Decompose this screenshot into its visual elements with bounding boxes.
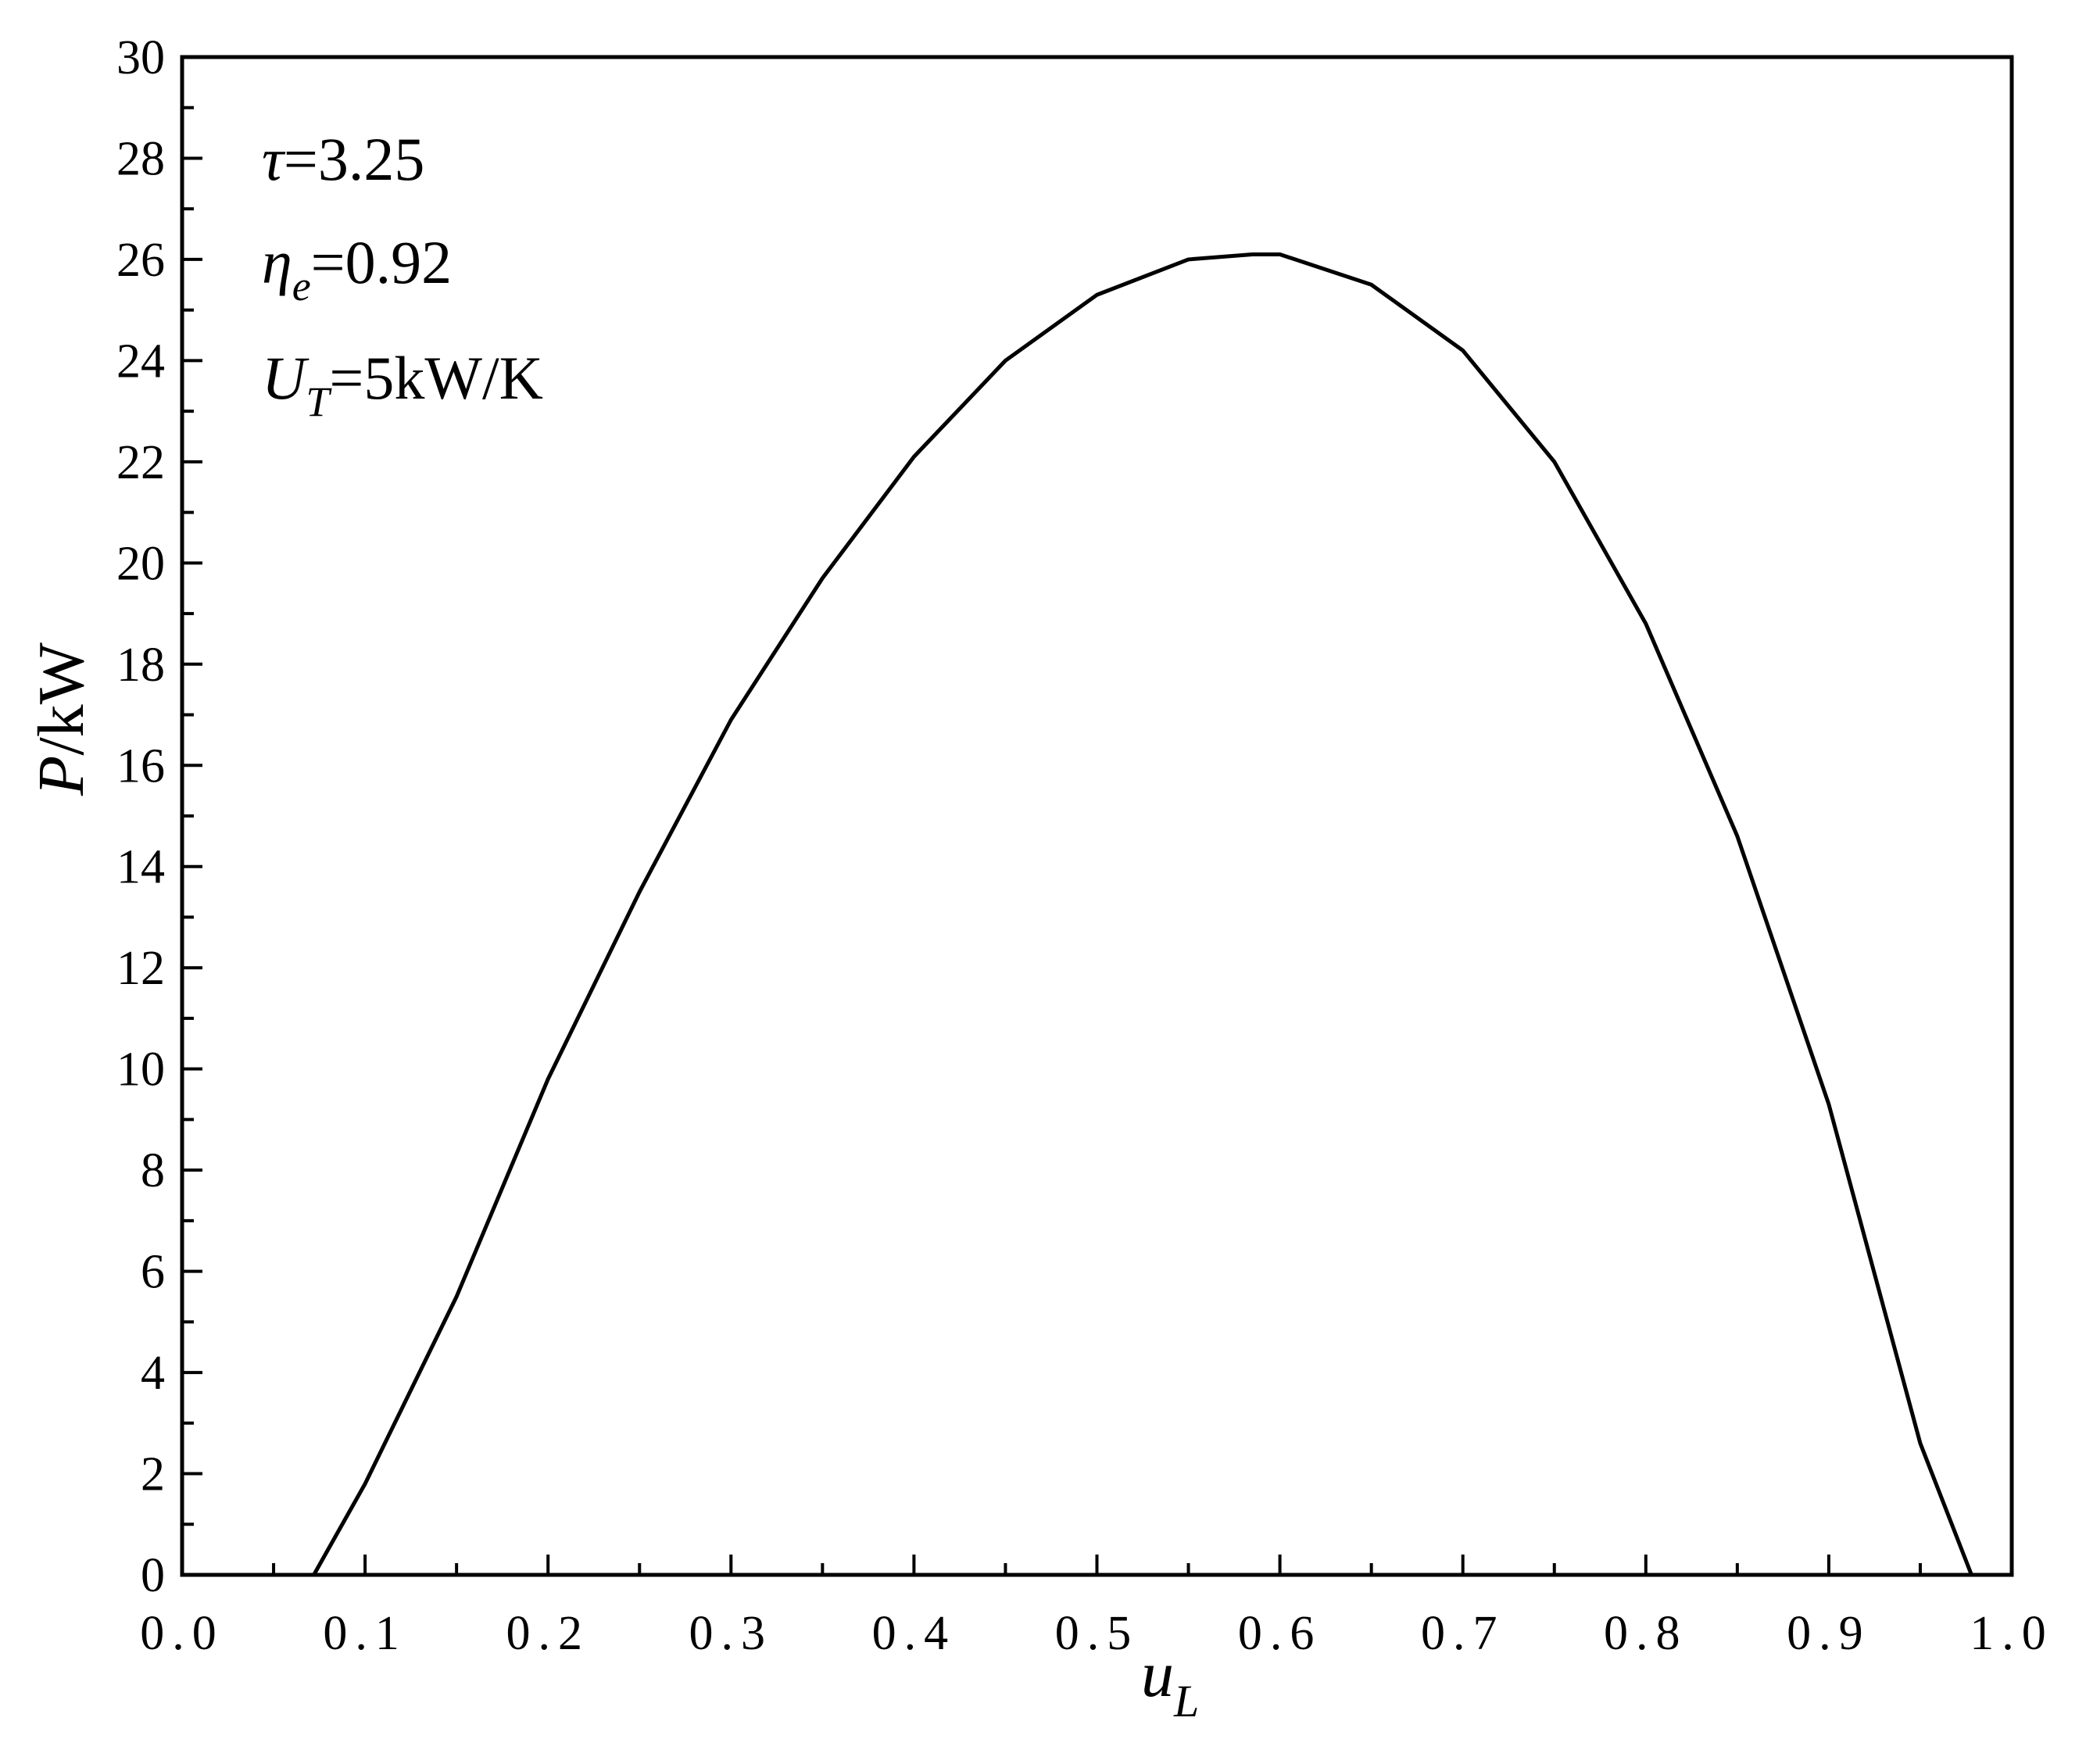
x-tick-label: 0.9 (1787, 1607, 1871, 1660)
y-tick-label: 14 (116, 841, 165, 894)
annotation-symbol: η (262, 228, 292, 296)
x-tick-label: 0.0 (140, 1607, 224, 1660)
x-tick-label: 0.2 (506, 1607, 590, 1660)
y-tick-label: 8 (141, 1144, 165, 1197)
y-tick-label: 6 (141, 1246, 165, 1299)
x-tick-label: 0.4 (872, 1607, 957, 1660)
y-axis-label: P/kW (25, 642, 98, 796)
annotation: ηe=0.92 (262, 228, 452, 310)
y-tick-label: 2 (141, 1448, 165, 1501)
annotation: UT=5kW/K (262, 344, 543, 425)
y-tick-label: 30 (116, 31, 165, 84)
annotation-symbol: U (262, 344, 310, 412)
y-tick-label: 28 (116, 132, 165, 185)
y-tick-label: 24 (116, 335, 165, 388)
y-tick-label: 22 (116, 436, 165, 489)
y-tick-label: 0 (141, 1549, 165, 1602)
x-label-subscript: L (1173, 1676, 1199, 1726)
x-label-symbol: u (1141, 1638, 1174, 1711)
y-tick-label: 26 (116, 234, 165, 287)
x-tick-label: 0.5 (1055, 1607, 1140, 1660)
x-tick-label: 0.1 (323, 1607, 407, 1660)
x-tick-label: 0.6 (1238, 1607, 1322, 1660)
y-label-rest: /kW (25, 642, 98, 755)
annotation-text: =3.25 (284, 125, 425, 193)
curve (312, 252, 1973, 1576)
y-tick-label: 16 (116, 739, 165, 793)
y-tick-label: 18 (116, 639, 165, 692)
y-tick-label: 20 (116, 537, 165, 590)
y-tick-label: 4 (141, 1347, 165, 1400)
annotation: τ=3.25 (262, 125, 424, 193)
x-tick-label: 0.7 (1421, 1607, 1505, 1660)
y-tick-label: 10 (116, 1043, 165, 1097)
annotation-subscript: e (292, 263, 311, 310)
annotation-subscript: T (306, 378, 332, 425)
annotation-text: =0.92 (311, 228, 453, 296)
x-tick-label: 1.0 (1970, 1607, 2054, 1660)
x-axis-label: uL (1141, 1638, 1199, 1726)
x-tick-label: 0.8 (1604, 1607, 1688, 1660)
annotation-symbol: τ (262, 125, 286, 193)
plot-frame (180, 55, 2014, 1577)
y-tick-label: 12 (116, 942, 165, 995)
y-label-symbol: P (25, 756, 98, 796)
x-tick-label: 0.3 (689, 1607, 774, 1660)
annotation-text: =5kW/K (329, 344, 543, 412)
